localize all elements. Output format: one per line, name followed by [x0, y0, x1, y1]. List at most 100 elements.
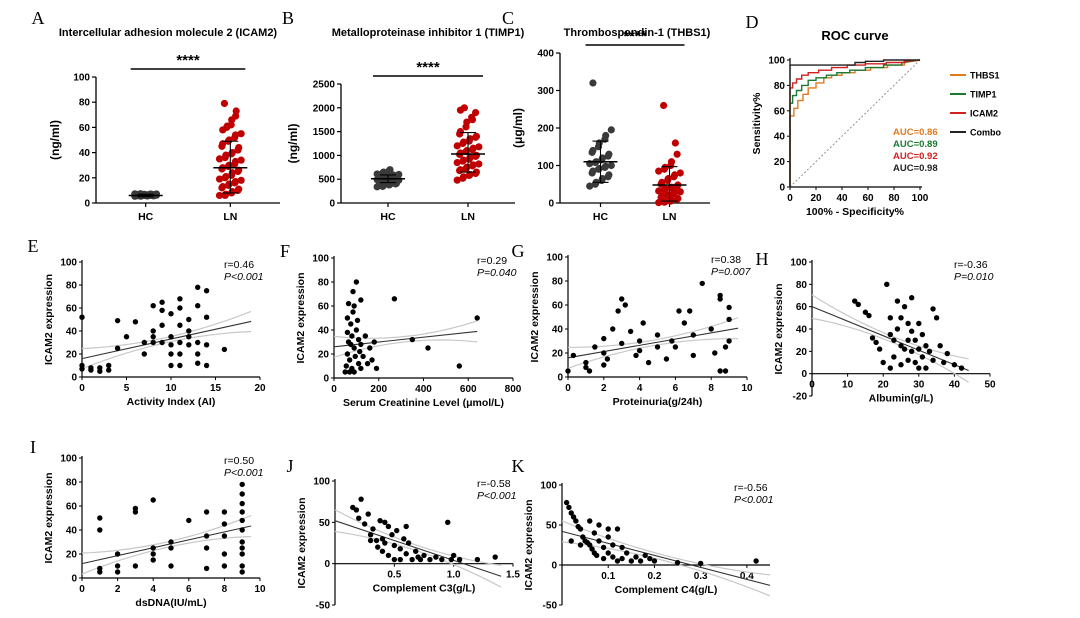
- x-tick-label: 1.5: [506, 570, 520, 581]
- data-point: [177, 362, 183, 369]
- y-tick-label: 0: [779, 183, 785, 194]
- data-point: [97, 365, 103, 371]
- data-point: [699, 280, 705, 287]
- data-point: [610, 542, 616, 548]
- data-point: [235, 185, 243, 193]
- y-tick-label: 40: [552, 325, 564, 336]
- data-point: [645, 359, 652, 366]
- data-point: [919, 354, 926, 360]
- data-point: [401, 536, 407, 542]
- data-point: [669, 338, 675, 344]
- y-tick-label: 200: [537, 124, 554, 135]
- x-tick-label: 20: [878, 380, 890, 391]
- stat-p: P<0.001: [734, 494, 773, 506]
- data-point: [391, 542, 398, 549]
- data-point: [358, 341, 364, 348]
- data-point: [219, 183, 227, 191]
- data-point: [898, 315, 904, 321]
- data-point: [619, 340, 625, 347]
- stat-r: r=0.38: [711, 254, 741, 266]
- data-point: [753, 558, 759, 564]
- data-point: [456, 128, 465, 136]
- data-point: [382, 540, 388, 546]
- data-point: [355, 360, 362, 367]
- y-tick-label: 50: [319, 518, 331, 529]
- data-point: [672, 344, 679, 350]
- data-point: [600, 555, 607, 562]
- panel-label: A: [32, 8, 45, 28]
- panel-label: J: [286, 456, 293, 476]
- data-point: [132, 509, 139, 515]
- x-tick-label: 6: [673, 383, 679, 394]
- data-point: [351, 303, 357, 309]
- y-tick-label: 0: [548, 199, 554, 210]
- data-point: [605, 171, 613, 179]
- y-tick-label: 60: [552, 301, 564, 312]
- data-point: [421, 552, 427, 559]
- x-axis-label: Complement C4(g/L): [615, 584, 718, 596]
- data-point: [168, 311, 174, 317]
- data-point: [887, 315, 894, 321]
- data-point: [887, 331, 894, 338]
- data-point: [712, 350, 718, 356]
- y-tick-label: 80: [66, 478, 78, 489]
- x-tick-label: 10: [165, 383, 177, 394]
- legend-label: THBS1: [970, 71, 1000, 81]
- data-point: [676, 169, 684, 177]
- data-point: [676, 188, 684, 196]
- x-tick-label: 200: [370, 384, 387, 395]
- data-point: [602, 162, 610, 170]
- data-point: [345, 300, 352, 307]
- data-point: [239, 509, 245, 515]
- data-point: [605, 526, 611, 532]
- data-point: [239, 569, 245, 575]
- data-point: [195, 351, 201, 357]
- data-point: [114, 317, 121, 324]
- data-point: [132, 563, 139, 569]
- data-point: [215, 155, 224, 163]
- data-point: [601, 362, 607, 368]
- data-point: [583, 359, 589, 366]
- data-point: [375, 544, 381, 550]
- panel-title: Intercellular adhesion molecule 2 (ICAM2…: [59, 27, 278, 39]
- data-point: [412, 548, 419, 554]
- data-point: [365, 511, 371, 517]
- y-tick-label: 0: [323, 374, 329, 385]
- data-point: [583, 364, 589, 371]
- y-tick-label: 20: [774, 157, 786, 168]
- panel-label: H: [756, 249, 769, 269]
- data-point: [348, 341, 354, 348]
- data-point: [600, 544, 607, 551]
- data-point: [357, 348, 363, 355]
- data-point: [469, 161, 477, 169]
- data-point: [232, 107, 240, 115]
- data-point: [373, 365, 380, 372]
- data-point: [348, 321, 354, 327]
- y-tick-label: 2500: [313, 80, 336, 91]
- x-category-label: HC: [380, 211, 396, 223]
- data-point: [923, 343, 929, 349]
- significance-stars: ****: [416, 59, 440, 76]
- data-point: [239, 517, 245, 524]
- data-point: [475, 160, 483, 168]
- data-point: [123, 334, 130, 340]
- data-point: [97, 569, 103, 575]
- data-point: [468, 113, 476, 121]
- panel-J: J -50 0 50 100 0.5 1.0 1.5 Complement C3(g/L) ICA…: [286, 456, 520, 612]
- y-tick-label: -20: [793, 392, 808, 403]
- stat-p: P<0.001: [224, 271, 263, 283]
- data-point: [239, 500, 245, 507]
- ci-lower: [81, 535, 252, 575]
- data-point: [367, 537, 374, 544]
- data-point: [596, 522, 602, 528]
- data-point: [568, 510, 574, 516]
- data-point: [654, 332, 661, 338]
- data-point: [114, 569, 121, 575]
- data-point: [589, 167, 597, 175]
- data-point: [106, 367, 112, 373]
- data-point: [358, 365, 364, 372]
- data-point: [577, 526, 584, 532]
- panel-G: G 0 20 40 60 80 100 0 2 4 6 8 10 Proteinuria(g/24h) IC…: [512, 241, 753, 408]
- y-tick-label: 0: [551, 561, 557, 572]
- data-point: [391, 556, 398, 563]
